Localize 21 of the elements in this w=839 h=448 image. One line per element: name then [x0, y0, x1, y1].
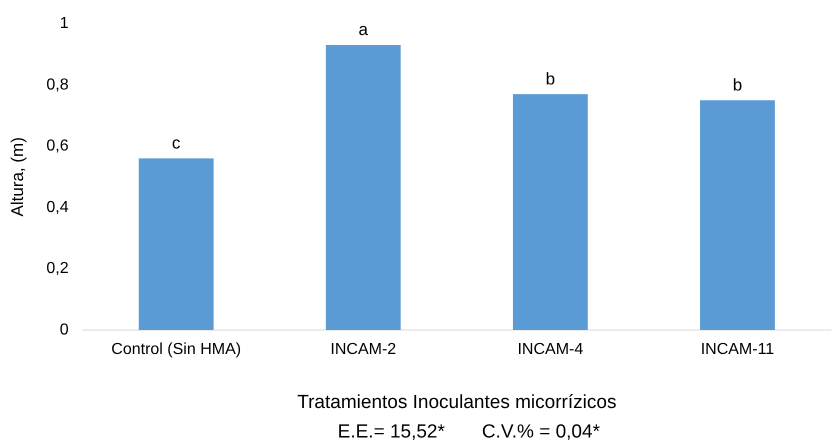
bar	[326, 45, 401, 330]
annotation: a	[358, 20, 369, 40]
y-tick-label: 0,4	[46, 198, 69, 216]
y-tick-label: 1	[60, 15, 69, 32]
x-axis-title: Tratamientos Inoculantes micorrízicos	[297, 392, 616, 413]
bar	[512, 94, 588, 330]
x-tick-label: INCAM-11	[700, 341, 774, 358]
x-tick-label: INCAM-4	[517, 341, 584, 358]
x-tick-label: Control (Sin HMA)	[111, 341, 242, 358]
x-tick-label: INCAM-2	[330, 341, 396, 358]
bar	[700, 100, 775, 330]
text: E.E.= 15,52* C.V.% = 0,04*	[338, 422, 601, 443]
y-tick-label: 0	[60, 321, 69, 338]
y-tick-label: 0,6	[46, 138, 69, 155]
y-tick-label: 0,8	[46, 76, 69, 94]
y-axis-title: Altura, (m)	[8, 137, 27, 216]
annotation: b	[546, 69, 556, 88]
annotation: b	[732, 75, 742, 94]
bar	[138, 158, 214, 330]
y-tick-label: 0,2	[46, 260, 69, 278]
annotation: c	[172, 134, 181, 153]
